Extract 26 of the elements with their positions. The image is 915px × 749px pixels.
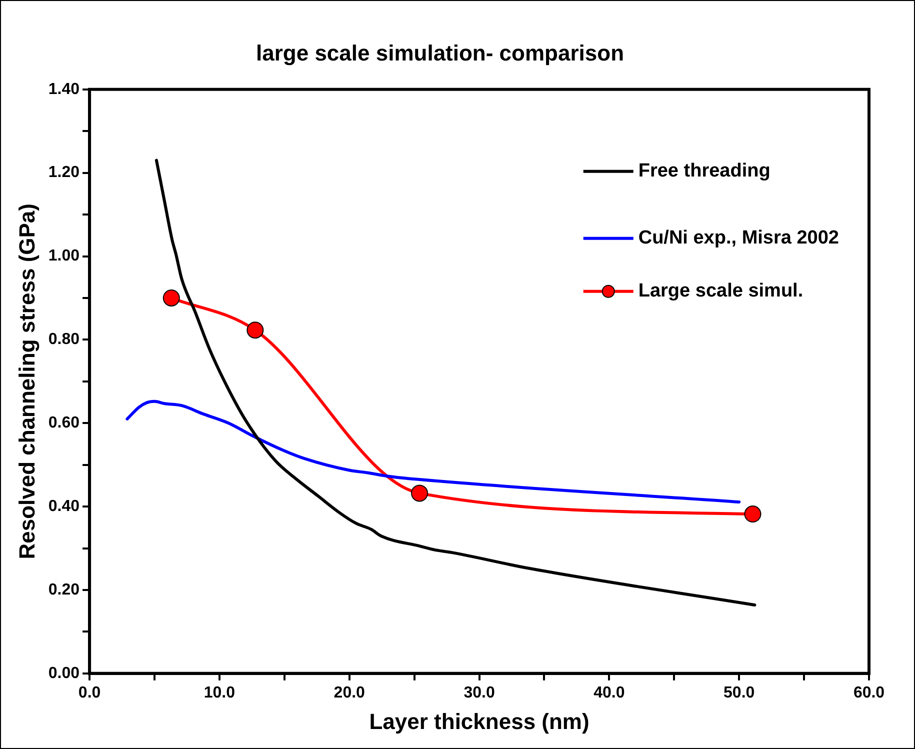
- y-tick-label: 0.60: [48, 414, 80, 432]
- y-tick-label: 0.20: [48, 581, 80, 598]
- x-tick-label: 20.0: [334, 684, 366, 702]
- line-series: [126, 400, 741, 504]
- legend-label: Cu/Ni exp., Misra 2002: [638, 228, 840, 249]
- y-axis-title: Resolved channeling stress (GPa): [14, 204, 40, 560]
- y-tick-label: 0.00: [48, 664, 80, 682]
- legend-label: Large scale simul.: [638, 280, 804, 302]
- x-tick-label: 40.0: [594, 684, 625, 702]
- x-axis-title: Layer thickness (nm): [369, 708, 590, 734]
- x-tick-label: 50.0: [724, 684, 755, 702]
- x-tick-label: 0.0: [78, 684, 101, 702]
- y-tick-label: 1.40: [48, 80, 80, 98]
- x-tick-label: 30.0: [464, 684, 495, 702]
- y-tick-label: 0.80: [48, 331, 80, 348]
- x-tick-label: 10.0: [204, 684, 236, 702]
- point: [162, 289, 180, 306]
- point: [411, 484, 428, 502]
- y-tick-label: 1.00: [48, 248, 80, 265]
- y-tick-label: 0.40: [48, 498, 80, 515]
- point: [246, 322, 264, 339]
- x-tick-label: 60.0: [853, 684, 885, 702]
- chart-title: large scale simulation- comparison: [256, 40, 624, 66]
- y-tick-label: 1.20: [48, 164, 80, 182]
- legend-label: Free threading: [638, 160, 770, 182]
- point: [744, 506, 762, 523]
